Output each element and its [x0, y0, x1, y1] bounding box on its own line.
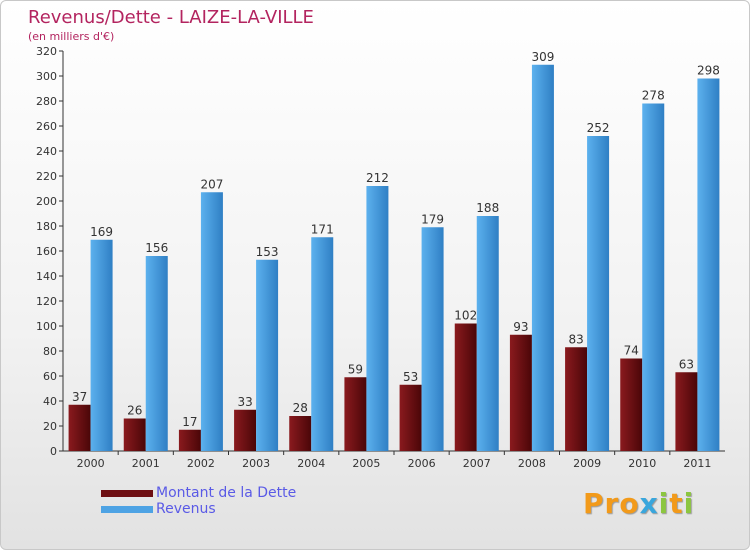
data-label-dette: 28 — [293, 401, 308, 415]
bar-dette — [454, 323, 477, 451]
logo-letter: t — [669, 487, 684, 520]
x-tick-label: 2008 — [518, 457, 546, 470]
data-label-dette: 33 — [237, 395, 252, 409]
x-tick-label: 2010 — [628, 457, 656, 470]
y-tick-label: 200 — [36, 195, 57, 208]
y-tick-label: 260 — [36, 120, 57, 133]
data-label-dette: 74 — [624, 344, 639, 358]
bar-revenus — [421, 227, 444, 451]
data-label-dette: 37 — [72, 390, 87, 404]
bar-dette — [234, 409, 257, 451]
y-tick-label: 120 — [36, 295, 57, 308]
legend-swatch-dette — [101, 490, 153, 497]
data-label-revenus: 252 — [587, 121, 610, 135]
bar-dette — [123, 418, 146, 451]
x-tick-label: 2000 — [77, 457, 105, 470]
y-tick-label: 300 — [36, 70, 57, 83]
legend-swatch-revenus — [101, 506, 153, 513]
data-label-revenus: 188 — [476, 201, 499, 215]
bar-dette — [399, 384, 422, 451]
logo-letter: r — [604, 487, 620, 520]
data-label-dette: 63 — [679, 357, 694, 371]
x-tick-label: 2007 — [463, 457, 491, 470]
logo-letter: x — [639, 487, 659, 520]
x-tick-label: 2009 — [573, 457, 601, 470]
data-label-dette: 93 — [513, 320, 528, 334]
chart-title: Revenus/Dette - LAIZE-LA-VILLE — [28, 7, 314, 28]
y-tick-label: 100 — [36, 320, 57, 333]
data-label-revenus: 278 — [642, 89, 665, 103]
bar-dette — [68, 404, 91, 451]
y-tick-label: 80 — [43, 345, 57, 358]
bar-dette — [620, 358, 643, 451]
proxiti-logo: Proxiti — [583, 487, 694, 520]
data-label-dette: 59 — [348, 362, 363, 376]
y-tick-label: 220 — [36, 170, 57, 183]
logo-letter: i — [658, 487, 670, 520]
data-label-dette: 17 — [182, 415, 197, 429]
y-tick-label: 60 — [43, 370, 57, 383]
data-label-revenus: 171 — [311, 222, 334, 236]
logo-letter: P — [583, 487, 605, 520]
axes: 0 20 40 60 80 100 120 140 160 180 200 220 240 260 280 3… — [36, 45, 725, 470]
bar-dette — [675, 372, 698, 451]
data-label-revenus: 179 — [421, 212, 444, 226]
logo-letter: i — [683, 487, 695, 520]
bar-revenus — [531, 64, 554, 451]
bar-dette — [509, 334, 532, 451]
bar-revenus — [642, 103, 665, 451]
y-tick-label: 180 — [36, 220, 57, 233]
data-labels: 37 26 17 33 28 59 53 102 93 83 74 63 169 156 207 153 171… — [72, 50, 720, 429]
data-label-revenus: 156 — [145, 241, 168, 255]
logo-letter: o — [619, 487, 640, 520]
bar-revenus — [90, 239, 113, 451]
bar-dette — [178, 429, 201, 451]
data-label-dette: 83 — [568, 332, 583, 346]
x-tick-label: 2001 — [132, 457, 160, 470]
bar-revenus — [587, 136, 610, 451]
data-label-revenus: 309 — [531, 50, 554, 64]
data-label-dette: 26 — [127, 404, 142, 418]
chart-subtitle: (en milliers d'€) — [28, 30, 115, 43]
bar-revenus — [366, 186, 389, 451]
x-tick-label: 2011 — [683, 457, 711, 470]
bar-revenus — [311, 237, 334, 451]
x-tick-label: 2004 — [297, 457, 325, 470]
y-tick-label: 0 — [50, 445, 57, 458]
x-tick-label: 2002 — [187, 457, 215, 470]
bar-revenus — [256, 259, 279, 451]
data-label-revenus: 298 — [697, 64, 720, 78]
bar-dette — [565, 347, 588, 451]
data-label-dette: 102 — [454, 309, 477, 323]
x-tick-label: 2003 — [242, 457, 270, 470]
legend-label-revenus: Revenus — [156, 501, 216, 517]
y-tick-label: 140 — [36, 270, 57, 283]
x-tick-label: 2006 — [408, 457, 436, 470]
y-tick-label: 160 — [36, 245, 57, 258]
y-tick-label: 320 — [36, 45, 57, 58]
bar-revenus — [200, 192, 223, 451]
legend-label-dette: Montant de la Dette — [156, 485, 297, 501]
bar-revenus — [145, 256, 168, 451]
x-tick-label: 2005 — [352, 457, 380, 470]
bar-revenus — [697, 78, 720, 451]
data-label-revenus: 153 — [256, 245, 279, 259]
data-label-revenus: 169 — [90, 225, 113, 239]
y-tick-label: 20 — [43, 420, 57, 433]
data-label-revenus: 207 — [200, 177, 223, 191]
y-tick-label: 240 — [36, 145, 57, 158]
y-tick-label: 40 — [43, 395, 57, 408]
y-tick-label: 280 — [36, 95, 57, 108]
bar-revenus — [476, 216, 499, 451]
bar-dette — [289, 416, 312, 451]
data-label-dette: 53 — [403, 370, 418, 384]
bars — [68, 64, 720, 451]
data-label-revenus: 212 — [366, 171, 389, 185]
bar-dette — [344, 377, 367, 451]
